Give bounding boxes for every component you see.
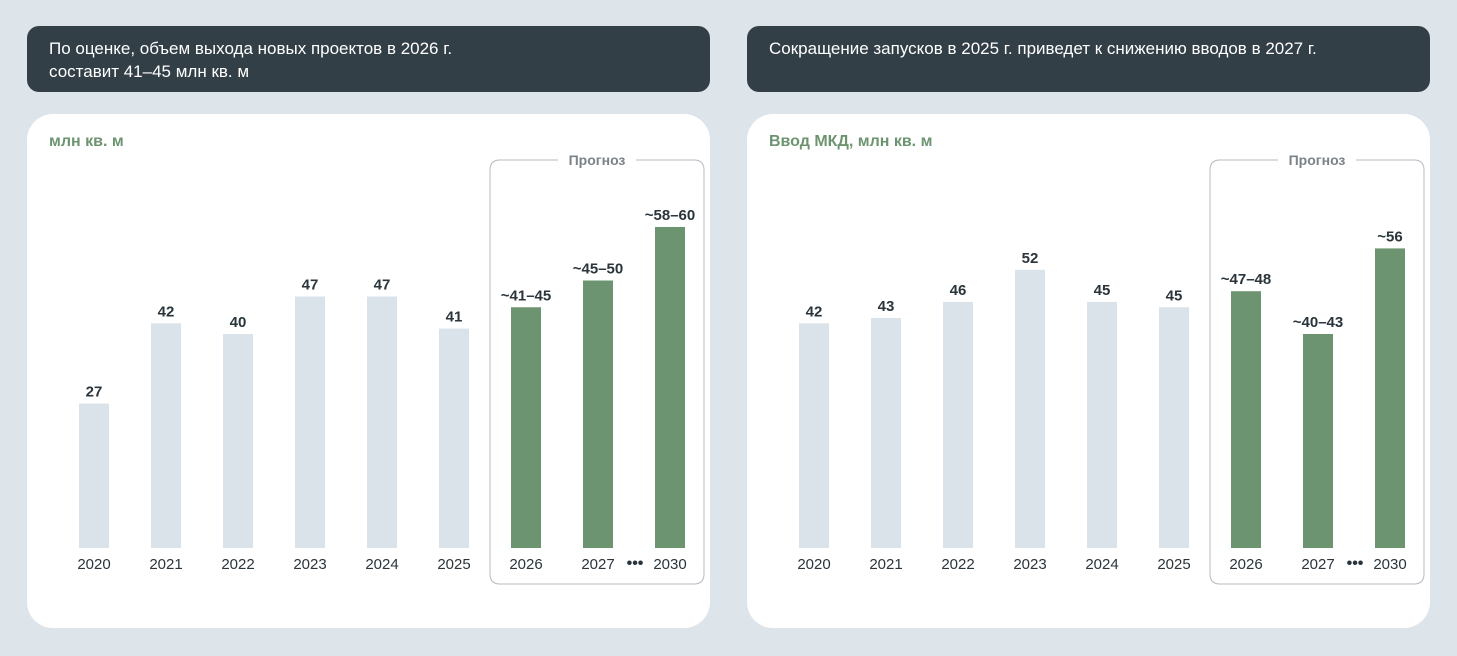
left-bar-2023 — [295, 296, 325, 548]
right-bar-2020 — [799, 323, 829, 548]
right-value-label-2022: 46 — [950, 282, 967, 299]
right-bar-chart: Прогноз 42 2020 43 2021 46 2022 52 2023 45 2024 45 2… — [797, 152, 1425, 585]
left-value-label-2030: ~58–60 — [645, 207, 695, 224]
right-value-label-2027: ~40–43 — [1293, 314, 1343, 331]
left-year-label-2024: 2024 — [365, 556, 398, 573]
right-bar-2025 — [1159, 307, 1189, 548]
right-value-label-2021: 43 — [878, 298, 895, 315]
right-chart-title: Ввод МКД, млн кв. м — [769, 133, 933, 150]
right-year-label-2022: 2022 — [941, 556, 974, 573]
left-bar-2020 — [79, 403, 109, 548]
right-bar-2021 — [871, 317, 901, 548]
right-year-label-2025: 2025 — [1157, 556, 1190, 573]
left-year-label-2027: 2027 — [581, 556, 614, 573]
right-value-label-2023: 52 — [1022, 250, 1039, 267]
left-year-label-2030: 2030 — [653, 556, 686, 573]
right-header-line1: Сокращение запусков в 2025 г. приведет к… — [769, 39, 1317, 58]
left-bar-2030 — [655, 227, 685, 548]
right-year-label-2030: 2030 — [1373, 556, 1406, 573]
left-value-label-2026: ~41–45 — [501, 287, 551, 304]
right-value-label-2026: ~47–48 — [1221, 271, 1271, 288]
left-chart-title: млн кв. м — [49, 133, 124, 150]
left-header-line2: составит 41–45 млн кв. м — [49, 62, 250, 81]
left-year-label-2023: 2023 — [293, 556, 326, 573]
left-bar-2021 — [151, 323, 181, 548]
left-year-label-2022: 2022 — [221, 556, 254, 573]
left-year-label-2025: 2025 — [437, 556, 470, 573]
left-forecast-region: Прогноз — [489, 152, 705, 585]
left-gap-marker: ••• — [627, 555, 644, 572]
right-year-label-2021: 2021 — [869, 556, 902, 573]
right-year-label-2020: 2020 — [797, 556, 830, 573]
right-bar-2023 — [1015, 269, 1045, 548]
left-value-label-2027: ~45–50 — [573, 261, 623, 278]
right-bar-2027 — [1303, 334, 1333, 548]
right-chart-card: Ввод МКД, млн кв. м Прогноз 42 2020 43 2021 4… — [747, 114, 1430, 628]
right-year-label-2027: 2027 — [1301, 556, 1334, 573]
right-year-label-2023: 2023 — [1013, 556, 1046, 573]
right-bar-2026 — [1231, 291, 1261, 548]
left-year-label-2021: 2021 — [149, 556, 182, 573]
right-year-label-2024: 2024 — [1085, 556, 1118, 573]
right-value-label-2024: 45 — [1094, 282, 1111, 299]
left-forecast-label: Прогноз — [569, 152, 626, 168]
right-value-label-2025: 45 — [1166, 287, 1183, 304]
left-forecast-frame — [489, 159, 705, 585]
right-bar-2022 — [943, 301, 973, 548]
left-header-banner: По оценке, объем выхода новых проектов в… — [27, 26, 710, 92]
left-year-label-2026: 2026 — [509, 556, 542, 573]
right-value-label-2020: 42 — [806, 303, 823, 320]
left-bar-2025 — [439, 328, 469, 548]
left-bar-2027 — [583, 280, 613, 548]
left-header-line1: По оценке, объем выхода новых проектов в… — [49, 39, 453, 58]
left-value-label-2023: 47 — [302, 277, 319, 294]
left-bar-2022 — [223, 334, 253, 548]
left-value-label-2021: 42 — [158, 303, 175, 320]
left-bar-2024 — [367, 296, 397, 548]
left-year-label-2020: 2020 — [77, 556, 110, 573]
right-value-label-2030: ~56 — [1377, 228, 1402, 245]
left-value-label-2024: 47 — [374, 277, 391, 294]
left-bar-chart: Прогноз 27 2020 42 2021 40 2022 47 2023 47 2024 41 2… — [77, 152, 705, 585]
right-year-label-2026: 2026 — [1229, 556, 1262, 573]
right-forecast-label: Прогноз — [1289, 152, 1346, 168]
left-bar-2026 — [511, 307, 541, 548]
right-bar-2030 — [1375, 248, 1405, 548]
right-forecast-region: Прогноз — [1209, 152, 1425, 585]
left-value-label-2020: 27 — [86, 384, 103, 401]
right-gap-marker: ••• — [1347, 555, 1364, 572]
right-bar-2024 — [1087, 301, 1117, 548]
left-value-label-2025: 41 — [446, 309, 463, 326]
left-value-label-2022: 40 — [230, 314, 247, 331]
right-forecast-frame — [1209, 159, 1425, 585]
left-chart-card: млн кв. м Прогноз 27 2020 42 2021 40 2022 47 202… — [27, 114, 710, 628]
right-header-banner: Сокращение запусков в 2025 г. приведет к… — [747, 26, 1430, 92]
